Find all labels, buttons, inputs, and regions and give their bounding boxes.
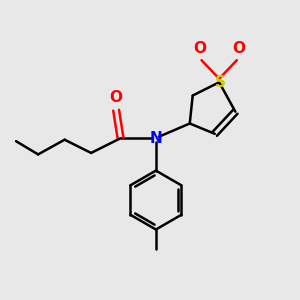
- Text: S: S: [215, 75, 226, 90]
- Text: O: O: [110, 90, 123, 105]
- Text: O: O: [232, 41, 245, 56]
- Text: N: N: [149, 131, 162, 146]
- Text: O: O: [194, 41, 207, 56]
